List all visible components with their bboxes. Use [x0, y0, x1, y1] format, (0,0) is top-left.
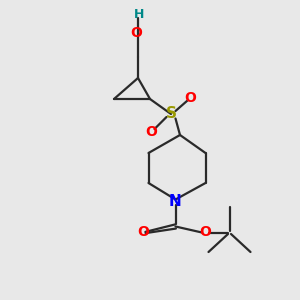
Text: O: O — [137, 226, 149, 239]
Text: O: O — [146, 125, 158, 139]
Text: N: N — [169, 194, 182, 208]
Text: O: O — [200, 226, 211, 239]
Text: S: S — [166, 106, 176, 122]
Text: O: O — [130, 26, 142, 40]
Text: O: O — [184, 91, 196, 104]
Text: H: H — [134, 8, 144, 21]
